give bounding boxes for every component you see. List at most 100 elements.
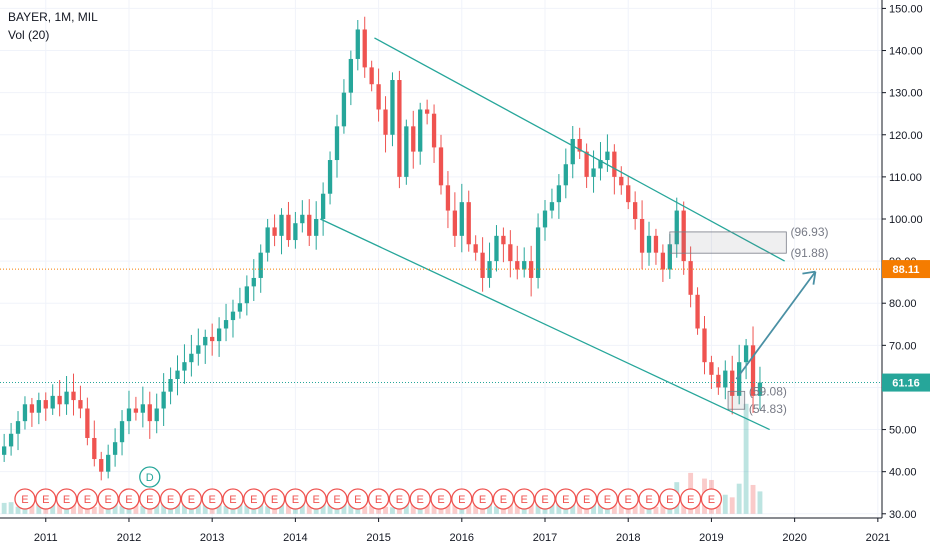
volume-bar — [216, 504, 222, 514]
candle-body — [112, 442, 118, 455]
candle-body — [424, 109, 430, 114]
volume-bar — [750, 484, 756, 514]
volume-bar — [244, 505, 250, 514]
candle-body — [397, 80, 402, 177]
candle-body — [147, 404, 152, 422]
channel-upper-line — [374, 37, 785, 262]
candle-body — [154, 408, 159, 422]
candle-body — [723, 370, 728, 388]
candle-body — [591, 168, 596, 177]
candle-body — [203, 336, 208, 346]
x-tick-label: 2019 — [699, 532, 723, 544]
x-tick-label: 2017 — [533, 532, 557, 544]
volume-bar — [570, 504, 576, 514]
y-tick-label: 50.00 — [889, 425, 917, 437]
candle-body — [619, 176, 624, 186]
candle-body — [92, 437, 97, 460]
volume-bar — [598, 500, 603, 514]
earnings-marker-label: E — [229, 494, 236, 506]
candle-body — [265, 227, 270, 253]
volume-bar — [286, 504, 291, 514]
earnings-marker-label: E — [458, 494, 465, 506]
candle-body — [293, 223, 298, 241]
earnings-marker-label: E — [125, 494, 132, 506]
x-tick-label: 2016 — [450, 532, 474, 544]
earnings-marker-label: E — [583, 494, 590, 506]
projection-arrow — [735, 271, 817, 380]
volume-bar — [563, 507, 569, 514]
earnings-marker-label: E — [500, 494, 507, 506]
earnings-marker-label: E — [604, 494, 611, 506]
volume-bar — [43, 507, 49, 514]
candle-body — [480, 252, 485, 278]
candle-body — [598, 160, 603, 169]
candle-body — [494, 235, 499, 262]
volume-bar — [202, 502, 208, 514]
candle-body — [126, 408, 132, 422]
earnings-marker — [305, 488, 327, 510]
earnings-marker — [97, 488, 119, 510]
candle-body — [633, 202, 638, 219]
y-tick-label: 100.00 — [889, 214, 923, 226]
candle-body — [404, 126, 409, 177]
candle-body — [106, 454, 111, 472]
candle-body — [189, 353, 194, 363]
candle-body — [646, 235, 652, 253]
earnings-marker-label: E — [625, 494, 632, 506]
candle-body — [85, 408, 90, 438]
candle-body — [716, 374, 721, 388]
earnings-marker — [201, 488, 223, 510]
y-tick-label: 150.00 — [889, 3, 923, 15]
earnings-marker — [118, 488, 140, 510]
candle-body — [279, 214, 284, 236]
earnings-marker-label: E — [437, 494, 444, 506]
y-tick-label: 70.00 — [889, 340, 917, 352]
volume-bar — [549, 501, 555, 514]
volume-bar — [279, 504, 284, 514]
earnings-marker — [14, 488, 36, 510]
volume-bar — [577, 504, 583, 514]
candle-body — [667, 244, 672, 270]
volume-bar — [292, 506, 298, 514]
candle-body — [674, 210, 679, 245]
volume-bar — [369, 505, 375, 514]
earnings-marker — [659, 488, 681, 510]
earnings-marker — [513, 488, 535, 510]
earnings-marker-label: E — [396, 494, 403, 506]
x-tick-label: 2014 — [283, 532, 307, 544]
candle-body — [327, 160, 333, 194]
earnings-marker-label: E — [333, 494, 340, 506]
price-badge-label: 88.11 — [893, 264, 920, 276]
candle-body — [431, 113, 437, 148]
candle-body — [438, 147, 444, 186]
candle-body — [119, 421, 125, 443]
volume-bar — [188, 505, 194, 514]
candle-body — [757, 382, 763, 396]
candle-body — [563, 164, 568, 186]
candle-body — [445, 185, 451, 211]
volume-bar — [91, 507, 97, 514]
candle-body — [223, 320, 229, 329]
y-tick-label: 140.00 — [889, 46, 923, 58]
x-tick-label: 2015 — [366, 532, 390, 544]
earnings-marker-label: E — [188, 494, 195, 506]
candle-body — [584, 151, 589, 177]
volume-bar — [168, 506, 174, 514]
candle-body — [258, 252, 263, 278]
earnings-marker — [638, 488, 660, 510]
earnings-marker — [534, 488, 556, 510]
dividend-marker-label: D — [146, 472, 154, 484]
candle-body — [57, 395, 62, 405]
earnings-marker — [222, 488, 244, 510]
volume-bar — [223, 506, 229, 514]
candle-body — [8, 433, 14, 447]
volume-bar — [591, 503, 596, 514]
candle-body — [418, 109, 423, 152]
candle-body — [307, 214, 312, 236]
earnings-marker — [55, 488, 78, 510]
volume-bar — [584, 505, 590, 514]
earnings-marker-label: E — [209, 494, 216, 506]
candle-body — [390, 80, 395, 135]
candle-body — [196, 345, 201, 354]
